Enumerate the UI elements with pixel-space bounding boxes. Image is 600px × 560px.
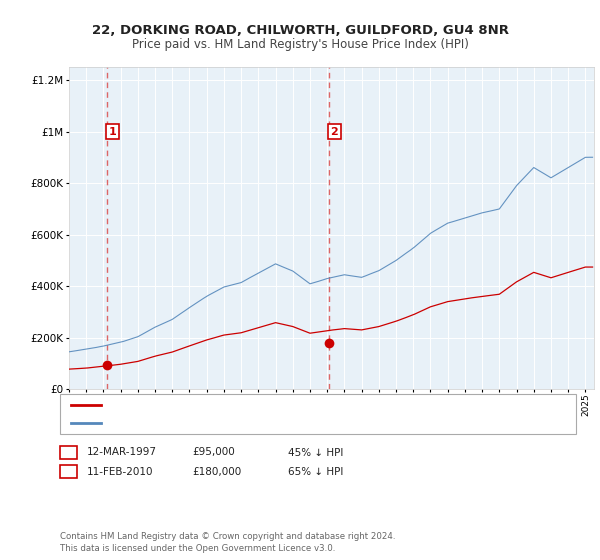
Text: 2: 2 [331, 127, 338, 137]
Text: 65% ↓ HPI: 65% ↓ HPI [288, 466, 343, 477]
Text: £180,000: £180,000 [192, 466, 241, 477]
Text: 1: 1 [65, 447, 72, 458]
Text: 1: 1 [109, 127, 116, 137]
Text: Price paid vs. HM Land Registry's House Price Index (HPI): Price paid vs. HM Land Registry's House … [131, 38, 469, 51]
Text: 22, DORKING ROAD, CHILWORTH, GUILDFORD, GU4 8NR: 22, DORKING ROAD, CHILWORTH, GUILDFORD, … [91, 24, 509, 36]
Text: 12-MAR-1997: 12-MAR-1997 [87, 447, 157, 458]
Text: 2: 2 [65, 466, 72, 477]
Text: £95,000: £95,000 [192, 447, 235, 458]
Text: 11-FEB-2010: 11-FEB-2010 [87, 466, 154, 477]
Text: HPI: Average price, detached house, Guildford: HPI: Average price, detached house, Guil… [107, 418, 332, 428]
Text: Contains HM Land Registry data © Crown copyright and database right 2024.
This d: Contains HM Land Registry data © Crown c… [60, 533, 395, 553]
Text: 22, DORKING ROAD, CHILWORTH, GUILDFORD, GU4 8NR (detached house): 22, DORKING ROAD, CHILWORTH, GUILDFORD, … [107, 400, 472, 409]
Text: 45% ↓ HPI: 45% ↓ HPI [288, 447, 343, 458]
